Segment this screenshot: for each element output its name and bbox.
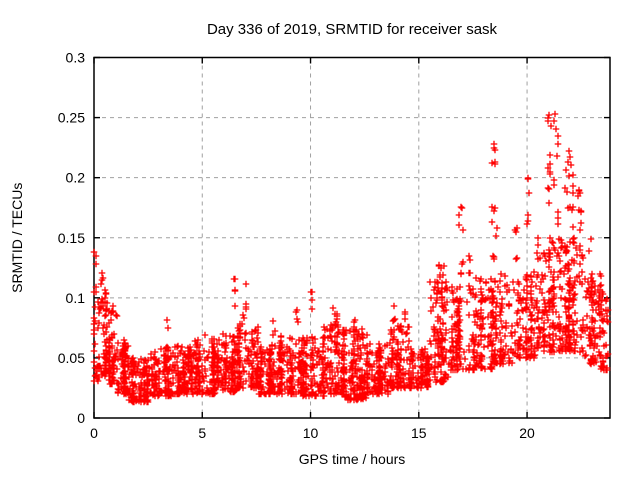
y-tick-label: 0.15 [58,230,85,246]
y-axis-label: SRMTID / TECUs [9,183,25,293]
y-tick-label: 0.3 [66,50,86,66]
x-tick-label: 15 [411,425,427,441]
y-tick-label: 0 [77,410,85,426]
x-tick-label: 20 [519,425,535,441]
y-tick-label: 0.05 [58,350,85,366]
scatter-points-series [90,110,612,406]
y-tick-label: 0.2 [66,170,86,186]
x-tick-label: 10 [303,425,319,441]
x-tick-label: 5 [198,425,206,441]
y-tick-label: 0.25 [58,110,85,126]
x-tick-label: 0 [90,425,98,441]
x-axis-label: GPS time / hours [299,451,406,467]
y-tick-label: 0.1 [66,290,86,306]
chart-title: Day 336 of 2019, SRMTID for receiver sas… [207,21,498,38]
